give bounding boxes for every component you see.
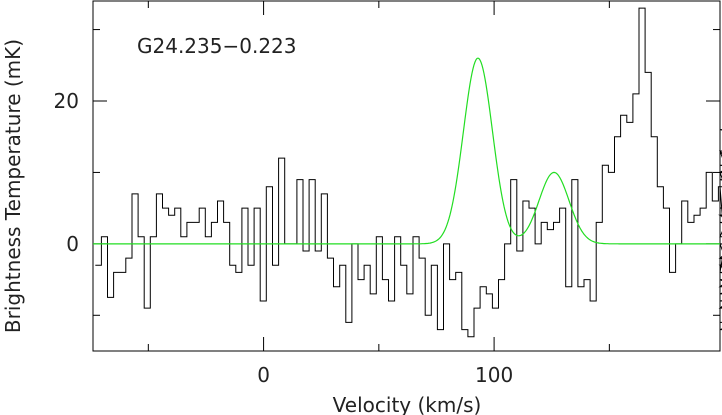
x-tick-label: 0 (257, 363, 270, 387)
source-label: G24.235−0.223 (137, 34, 297, 58)
gaussian-fit-curve (93, 57, 720, 245)
x-axis-title: Velocity (km/s) (333, 393, 482, 415)
x-tick-label: 100 (475, 363, 513, 387)
tick-labels: 0 100 0 20 (54, 89, 514, 387)
spectrum-histogram (95, 7, 722, 338)
plot-frame (92, 0, 721, 352)
y-tick-label: 0 (66, 232, 79, 256)
y-axis-title: Brightness Temperature (mK) (1, 39, 25, 333)
y-tick-label: 20 (54, 89, 79, 113)
